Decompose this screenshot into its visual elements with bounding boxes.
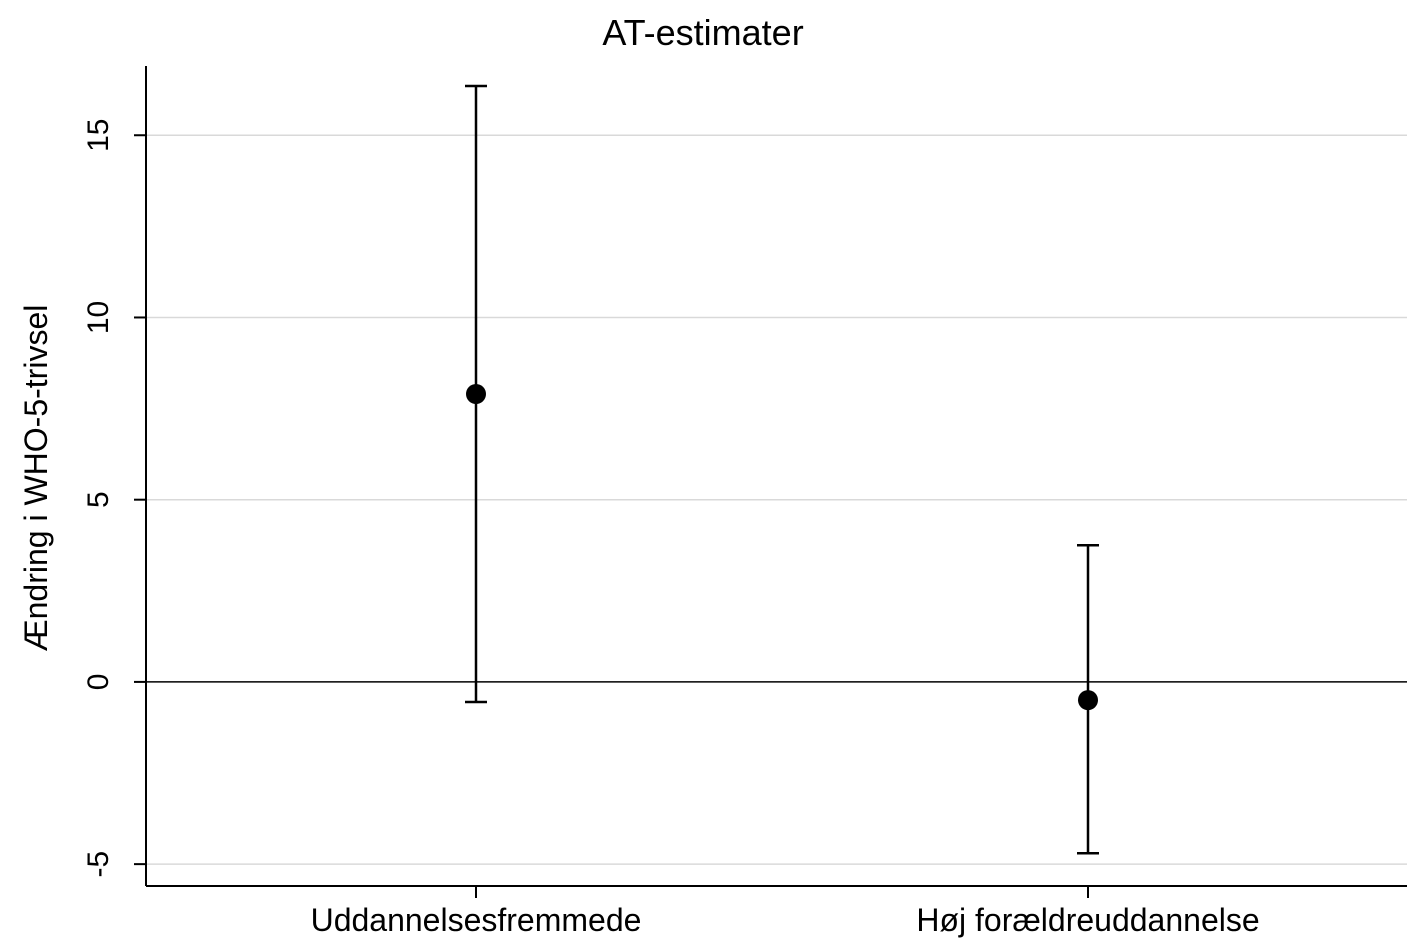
- x-category-label: Høj forældreuddannelse: [916, 902, 1259, 938]
- x-ticks: Uddannelsesfremmede Høj forældreuddannels…: [311, 886, 1260, 938]
- grid-lines: [146, 134, 1407, 865]
- estimates: [465, 84, 1099, 855]
- y-tick-label: 0: [82, 674, 115, 691]
- y-tick-label: 15: [82, 119, 115, 152]
- estimate-point: [1078, 690, 1098, 711]
- estimate-group: [1077, 543, 1099, 855]
- x-category-label: Uddannelsesfremmede: [311, 902, 642, 938]
- y-tick-label: 5: [82, 491, 115, 508]
- y-axis-label: Ændring i WHO-5-trivsel: [18, 305, 54, 652]
- estimate-point: [466, 384, 486, 404]
- chart-title: AT-estimater: [602, 12, 803, 53]
- y-tick-label: -5: [82, 851, 115, 878]
- y-ticks: -5 0 5 10 15: [82, 119, 146, 878]
- y-tick-label: 10: [82, 301, 115, 334]
- estimate-group: [465, 84, 487, 704]
